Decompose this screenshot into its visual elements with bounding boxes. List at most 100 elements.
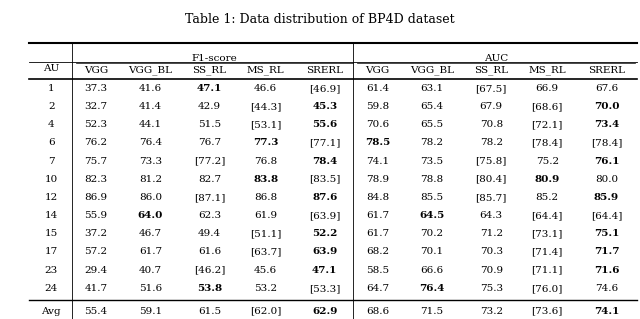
Text: 51.6: 51.6: [139, 284, 162, 293]
Text: 83.8: 83.8: [253, 175, 278, 184]
Text: 62.3: 62.3: [198, 211, 221, 220]
Text: [72.1]: [72.1]: [531, 120, 563, 129]
Text: 65.5: 65.5: [420, 120, 444, 129]
Text: 47.1: 47.1: [197, 84, 222, 93]
Text: 47.1: 47.1: [312, 266, 337, 275]
Text: 65.4: 65.4: [420, 102, 444, 111]
Text: [71.4]: [71.4]: [531, 248, 563, 256]
Text: [63.7]: [63.7]: [250, 248, 282, 256]
Text: 73.4: 73.4: [594, 120, 619, 129]
Text: 78.4: 78.4: [312, 157, 337, 166]
Text: [44.3]: [44.3]: [250, 102, 282, 111]
Text: 76.4: 76.4: [419, 284, 445, 293]
Text: 41.4: 41.4: [139, 102, 162, 111]
Text: 55.4: 55.4: [84, 307, 108, 315]
Text: 63.9: 63.9: [312, 248, 337, 256]
Text: AUC: AUC: [484, 54, 508, 63]
Text: 32.7: 32.7: [84, 102, 108, 111]
Text: [46.9]: [46.9]: [309, 84, 340, 93]
Text: 73.3: 73.3: [139, 157, 162, 166]
Text: 66.6: 66.6: [420, 266, 444, 275]
Text: [85.7]: [85.7]: [476, 193, 507, 202]
Text: VGG_BL: VGG_BL: [410, 65, 454, 75]
Text: SRERL: SRERL: [307, 66, 343, 75]
Text: [83.5]: [83.5]: [309, 175, 340, 184]
Text: [67.5]: [67.5]: [476, 84, 507, 93]
Text: 76.1: 76.1: [594, 157, 619, 166]
Text: 74.1: 74.1: [594, 307, 619, 315]
Text: 61.6: 61.6: [198, 248, 221, 256]
Text: 78.2: 78.2: [479, 138, 503, 147]
Text: 67.9: 67.9: [479, 102, 503, 111]
Text: 75.2: 75.2: [536, 157, 559, 166]
Text: [53.3]: [53.3]: [309, 284, 340, 293]
Text: 70.3: 70.3: [479, 248, 503, 256]
Text: 61.7: 61.7: [366, 211, 389, 220]
Text: 40.7: 40.7: [139, 266, 162, 275]
Text: [46.2]: [46.2]: [194, 266, 225, 275]
Text: 57.2: 57.2: [84, 248, 108, 256]
Text: 7: 7: [48, 157, 54, 166]
Text: 70.6: 70.6: [366, 120, 389, 129]
Text: 23: 23: [45, 266, 58, 275]
Text: 61.7: 61.7: [139, 248, 162, 256]
Text: [51.1]: [51.1]: [250, 229, 282, 238]
Text: 76.8: 76.8: [254, 157, 277, 166]
Text: 2: 2: [48, 102, 54, 111]
Text: 12: 12: [45, 193, 58, 202]
Text: 29.4: 29.4: [84, 266, 108, 275]
Text: 77.3: 77.3: [253, 138, 278, 147]
Text: 46.6: 46.6: [254, 84, 277, 93]
Text: 52.3: 52.3: [84, 120, 108, 129]
Text: F1-score: F1-score: [191, 54, 237, 63]
Text: [68.6]: [68.6]: [531, 102, 563, 111]
Text: 45.6: 45.6: [254, 266, 277, 275]
Text: 64.7: 64.7: [366, 284, 389, 293]
Text: AU: AU: [43, 64, 60, 73]
Text: [75.8]: [75.8]: [476, 157, 507, 166]
Text: SS_RL: SS_RL: [193, 65, 227, 75]
Text: [63.9]: [63.9]: [309, 211, 340, 220]
Text: 64.0: 64.0: [138, 211, 163, 220]
Text: Avg: Avg: [42, 307, 61, 315]
Text: 73.5: 73.5: [420, 157, 444, 166]
Text: 15: 15: [45, 229, 58, 238]
Text: 53.8: 53.8: [197, 284, 222, 293]
Text: [76.0]: [76.0]: [531, 284, 563, 293]
Text: Table 1: Data distribution of BP4D dataset: Table 1: Data distribution of BP4D datas…: [185, 13, 455, 26]
Text: [73.1]: [73.1]: [531, 229, 563, 238]
Text: 76.7: 76.7: [198, 138, 221, 147]
Text: 44.1: 44.1: [139, 120, 162, 129]
Text: 49.4: 49.4: [198, 229, 221, 238]
Text: 75.1: 75.1: [594, 229, 619, 238]
Text: [87.1]: [87.1]: [194, 193, 225, 202]
Text: 24: 24: [45, 284, 58, 293]
Text: 86.0: 86.0: [139, 193, 162, 202]
Text: [73.6]: [73.6]: [531, 307, 563, 315]
Text: [64.4]: [64.4]: [591, 211, 622, 220]
Text: [62.0]: [62.0]: [250, 307, 282, 315]
Text: 55.6: 55.6: [312, 120, 337, 129]
Text: 45.3: 45.3: [312, 102, 337, 111]
Text: [80.4]: [80.4]: [476, 175, 507, 184]
Text: 61.7: 61.7: [366, 229, 389, 238]
Text: 80.0: 80.0: [595, 175, 618, 184]
Text: 62.9: 62.9: [312, 307, 337, 315]
Text: 85.9: 85.9: [594, 193, 619, 202]
Text: [64.4]: [64.4]: [531, 211, 563, 220]
Text: VGG: VGG: [84, 66, 108, 75]
Text: 14: 14: [45, 211, 58, 220]
Text: 78.2: 78.2: [420, 138, 444, 147]
Text: 59.8: 59.8: [366, 102, 389, 111]
Text: 74.1: 74.1: [366, 157, 389, 166]
Text: 86.9: 86.9: [84, 193, 108, 202]
Text: 41.7: 41.7: [84, 284, 108, 293]
Text: 37.3: 37.3: [84, 84, 108, 93]
Text: [78.4]: [78.4]: [531, 138, 563, 147]
Text: 64.3: 64.3: [479, 211, 503, 220]
Text: 4: 4: [48, 120, 54, 129]
Text: 76.2: 76.2: [84, 138, 108, 147]
Text: [78.4]: [78.4]: [591, 138, 622, 147]
Text: 78.8: 78.8: [420, 175, 444, 184]
Text: 66.9: 66.9: [536, 84, 559, 93]
